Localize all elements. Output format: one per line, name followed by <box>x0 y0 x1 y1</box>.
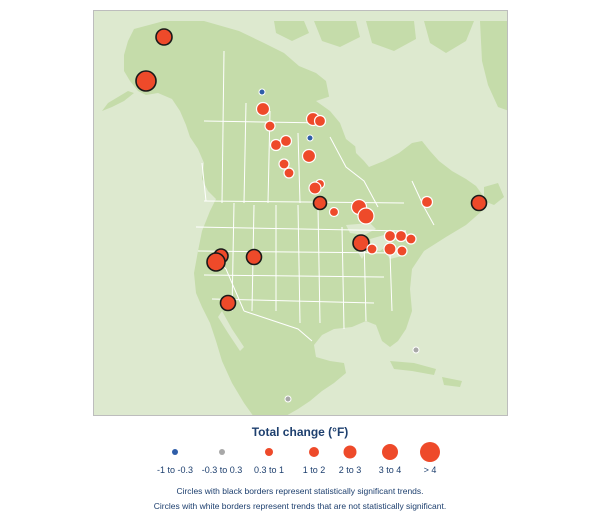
data-point <box>264 120 276 132</box>
data-point <box>383 229 397 243</box>
legend-swatch <box>382 444 398 460</box>
data-point <box>206 252 226 272</box>
legend-label: > 4 <box>423 465 437 475</box>
legend-item: 0.3 to 1 <box>237 440 301 480</box>
north-america-map-svg <box>102 21 507 415</box>
mainland-landmass <box>124 21 484 415</box>
legend-swatch <box>219 449 225 455</box>
data-point <box>245 248 263 266</box>
legend-item: > 4 <box>398 440 462 480</box>
legend-label: 0.3 to 1 <box>253 465 285 475</box>
land-masses <box>102 21 507 415</box>
data-point <box>394 229 408 243</box>
hudson-bay <box>316 95 376 147</box>
greenland <box>480 21 507 111</box>
legend-item: -0.3 to 0.3 <box>190 440 254 480</box>
legend-swatch <box>309 447 319 457</box>
data-point <box>258 88 266 96</box>
data-point <box>352 234 370 252</box>
data-point <box>412 346 420 354</box>
newfoundland <box>484 183 504 205</box>
data-points <box>135 28 488 403</box>
legend-item: -1 to -0.3 <box>143 440 207 480</box>
legend-title: Total change (°F) <box>251 425 349 439</box>
legend-label: 3 to 4 <box>378 465 402 475</box>
data-point <box>357 207 375 225</box>
caribbean-islands <box>390 361 462 387</box>
data-point <box>366 243 378 255</box>
legend-swatch <box>265 448 273 456</box>
data-point <box>470 194 488 212</box>
data-point <box>279 134 293 148</box>
gulf-of-california <box>218 311 244 351</box>
data-point <box>278 158 290 170</box>
data-point <box>396 245 408 257</box>
data-point <box>328 206 340 218</box>
legend-swatch <box>172 449 178 455</box>
significant-trend-note: Circles with black borders represent sta… <box>176 486 424 496</box>
arctic-islands <box>274 21 474 53</box>
data-point <box>301 148 317 164</box>
data-point <box>308 181 322 195</box>
legend-swatch <box>420 442 440 462</box>
data-point <box>283 167 295 179</box>
legend-label: -0.3 to 0.3 <box>201 465 243 475</box>
legend-label: -1 to -0.3 <box>156 465 194 475</box>
lake-temperature-map <box>93 10 508 416</box>
data-point <box>312 195 328 211</box>
legend-item: 2 to 3 <box>318 440 382 480</box>
data-point <box>219 294 237 312</box>
data-point <box>135 70 157 92</box>
data-point <box>269 138 283 152</box>
alaska-peninsula <box>102 91 134 111</box>
data-point <box>284 395 292 403</box>
data-point <box>313 114 327 128</box>
legend-label: 2 to 3 <box>338 465 362 475</box>
legend-label: 1 to 2 <box>302 465 326 475</box>
data-point <box>306 134 314 142</box>
legend-item: 1 to 2 <box>282 440 346 480</box>
data-point <box>255 101 271 117</box>
data-point <box>405 233 417 245</box>
data-point <box>383 242 397 256</box>
data-point <box>155 28 173 46</box>
not-significant-trend-note: Circles with white borders represent tre… <box>153 501 447 511</box>
legend-item: 3 to 4 <box>358 440 422 480</box>
data-point <box>420 195 434 209</box>
political-borders <box>195 50 435 342</box>
legend-swatch <box>343 445 357 459</box>
